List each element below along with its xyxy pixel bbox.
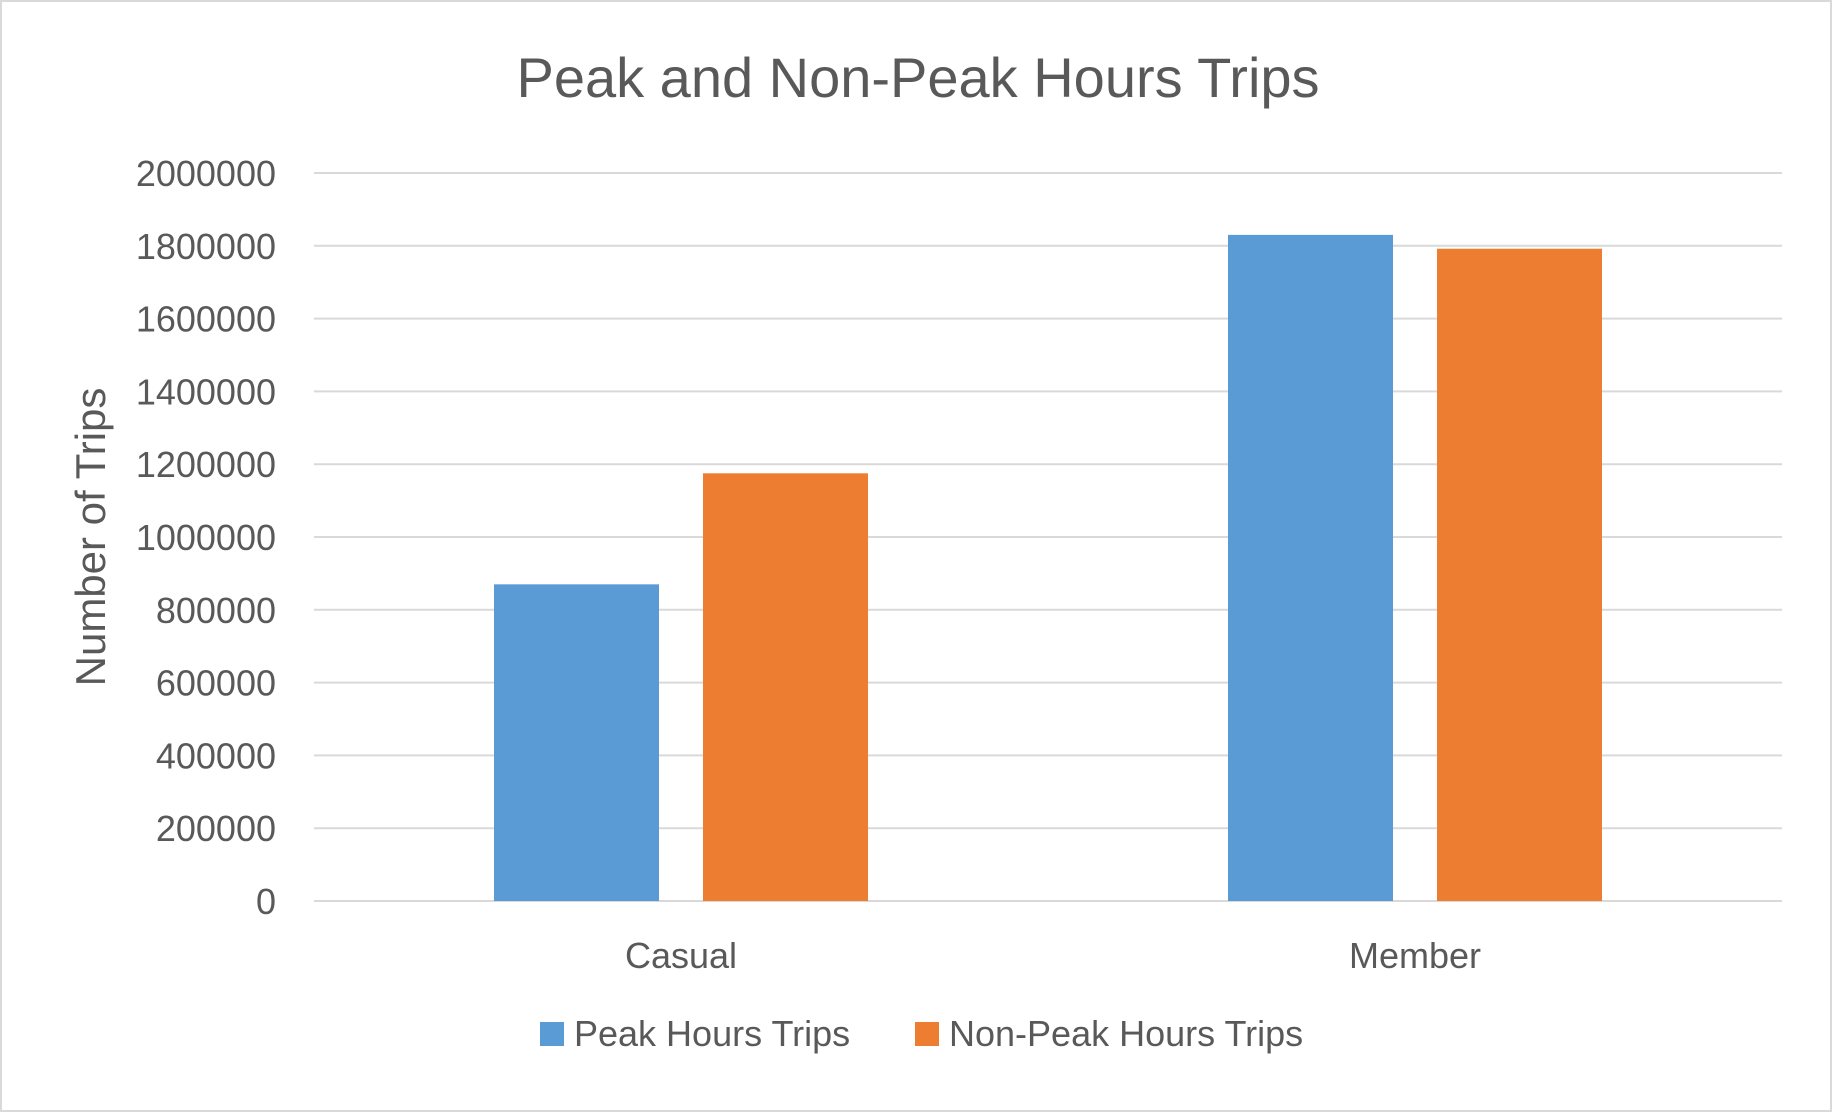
legend-label: Non-Peak Hours Trips [949,1013,1303,1054]
bar-member-non-peak [1437,248,1602,901]
bar-casual-non-peak [703,473,868,901]
legend-swatch [915,1022,939,1046]
bar-casual-peak [494,584,659,901]
y-tick-label: 1600000 [136,299,276,340]
legend: Peak Hours Trips Non-Peak Hours Trips [540,1013,1303,1054]
y-tick-label: 400000 [156,735,276,776]
x-category-label: Casual [625,935,737,976]
chart-title: Peak and Non-Peak Hours Trips [516,46,1319,109]
y-tick-label: 1400000 [136,371,276,412]
y-tick-label: 800000 [156,590,276,631]
y-tick-label: 0 [256,881,276,922]
y-axis-ticks: 0 200000 400000 600000 800000 1000000 1200000 1… [136,153,276,922]
y-tick-label: 1000000 [136,517,276,558]
bar-member-peak [1228,234,1393,901]
y-tick-label: 600000 [156,663,276,704]
bars [494,234,1602,901]
y-tick-label: 200000 [156,808,276,849]
x-axis-categories: Casual Member [625,935,1481,976]
y-tick-label: 1200000 [136,444,276,485]
y-axis-title: Number of Trips [67,388,114,687]
y-tick-label: 1800000 [136,226,276,267]
legend-swatch [540,1022,564,1046]
legend-label: Peak Hours Trips [574,1013,850,1054]
x-category-label: Member [1349,935,1481,976]
y-tick-label: 2000000 [136,153,276,194]
